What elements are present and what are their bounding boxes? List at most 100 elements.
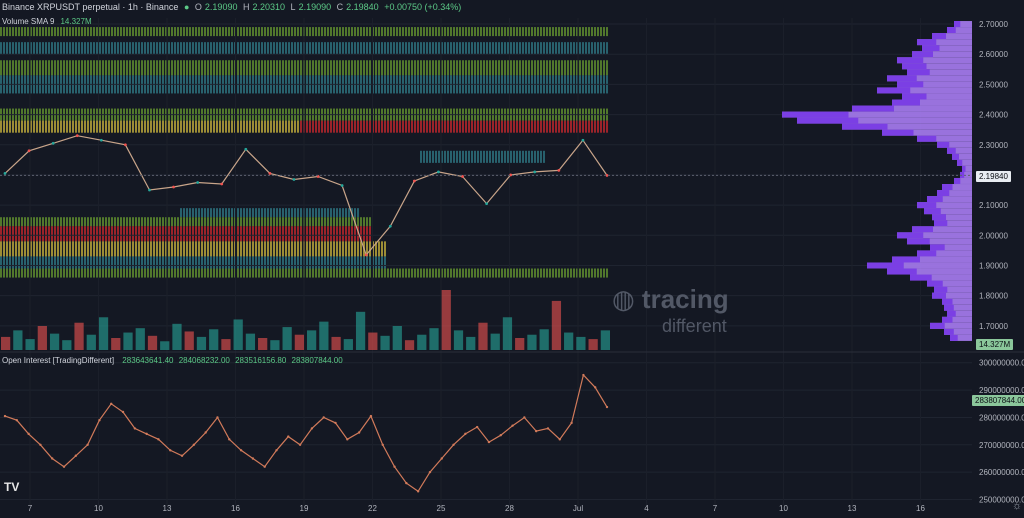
- volume-profile-bar: [897, 81, 972, 88]
- zone-teal-3-stripe: [483, 150, 485, 163]
- zone-teal-3-stripe: [510, 150, 512, 163]
- zone-teal-1-stripe: [498, 42, 500, 55]
- zone-teal-3-stripe: [468, 150, 470, 163]
- zone-green-2-stripe: [570, 60, 572, 76]
- zone-teal-1-stripe: [507, 42, 509, 55]
- zone-red-1-stripe: [492, 120, 494, 133]
- zone-teal-4-stripe: [288, 208, 290, 218]
- tradingview-logo[interactable]: TV: [4, 480, 20, 494]
- zone-teal-1-stripe: [114, 42, 116, 55]
- zone-teal-1-stripe: [126, 42, 128, 55]
- zone-yellow-1-stripe: [18, 120, 20, 133]
- price-axis[interactable]: 2.700002.600002.500002.400002.300002.200…: [979, 20, 1008, 331]
- zone-top-green-stripe: [255, 27, 257, 37]
- zone-yellow-2-stripe: [213, 241, 215, 257]
- zone-green-4-stripe: [198, 217, 200, 227]
- zone-top-green-stripe: [201, 27, 203, 37]
- zone-teal-3-stripe: [426, 150, 428, 163]
- zone-teal-5-stripe: [15, 256, 17, 269]
- zone-top-green-stripe: [294, 27, 296, 37]
- zone-yellow-1-stripe: [126, 120, 128, 133]
- zone-yellow-2-stripe: [297, 241, 299, 257]
- oi-point: [39, 443, 42, 447]
- zone-green-5-stripe: [318, 268, 320, 278]
- volume-profile-bar-dark: [917, 202, 937, 209]
- zone-green-4-stripe: [36, 217, 38, 227]
- zone-green-2-stripe: [519, 60, 521, 76]
- zone-green-2-stripe: [243, 60, 245, 76]
- volume-indicator-legend[interactable]: Volume SMA 9 14.327M: [2, 17, 92, 26]
- zone-green-2-stripe: [15, 60, 17, 76]
- zone-teal-1-stripe: [144, 42, 146, 55]
- zone-red-2-stripe: [123, 226, 125, 242]
- zone-top-green-stripe: [246, 27, 248, 37]
- zone-red-2-stripe: [252, 226, 254, 242]
- zone-green-5-stripe: [552, 268, 554, 278]
- volume-profile-bar: [912, 226, 972, 233]
- zone-red-1-stripe: [441, 120, 443, 133]
- zone-yellow-1: [0, 120, 299, 133]
- zone-green-2-stripe: [573, 60, 575, 76]
- zone-teal-1-stripe: [531, 42, 533, 55]
- zone-green-5-stripe: [204, 268, 206, 278]
- zone-yellow-1-stripe: [210, 120, 212, 133]
- symbol-label[interactable]: Binance XRPUSDT perpetual · 1h · Binance: [2, 2, 179, 12]
- zone-green-2-stripe: [279, 60, 281, 76]
- zone-green-4-stripe: [132, 217, 134, 227]
- zone-top-green-stripe: [549, 27, 551, 37]
- zone-teal-1-stripe: [18, 42, 20, 55]
- oi-axis[interactable]: 300000000.00290000000.00280000000.002700…: [979, 359, 1024, 505]
- zone-teal-5-stripe: [27, 256, 29, 269]
- zone-green-2-stripe: [237, 60, 239, 76]
- oi-point: [86, 443, 89, 447]
- zone-teal-3-stripe: [501, 150, 503, 163]
- zone-yellow-1-stripe: [276, 120, 278, 133]
- volume-bar: [1, 336, 11, 350]
- zone-top-green-stripe: [84, 27, 86, 37]
- settings-gear-icon[interactable]: ☼: [1012, 500, 1023, 512]
- oi-point: [605, 405, 609, 409]
- oi-indicator-legend[interactable]: Open Interest [TradingDifferent] 2836436…: [2, 356, 343, 365]
- close-value: 2.19840: [346, 2, 379, 12]
- volume-profile-bar: [897, 232, 972, 239]
- zone-yellow-2-stripe: [45, 241, 47, 257]
- time-axis[interactable]: 7 10 13 16 19 22 25 28 Jul 4 7 10 13 16: [28, 504, 926, 513]
- zone-teal-3-stripe: [429, 150, 431, 163]
- time-tick-label: 7: [28, 504, 33, 513]
- zone-green-4-stripe: [39, 217, 41, 227]
- volume-profile-bar-dark: [897, 57, 924, 64]
- zone-teal-1-stripe: [522, 42, 524, 55]
- zone-teal-1-stripe: [300, 42, 302, 55]
- oi-point: [239, 449, 243, 452]
- zone-green-4-stripe: [153, 217, 155, 227]
- zone-yellow-2-stripe: [162, 241, 164, 257]
- zone-teal-1-stripe: [516, 42, 518, 55]
- zone-green-5-stripe: [462, 268, 464, 278]
- volume-profile-bar-dark: [930, 244, 945, 251]
- zone-red-2-stripe: [231, 226, 233, 242]
- zone-teal-5-stripe: [57, 256, 59, 269]
- volume-bars: [1, 290, 610, 350]
- zone-green-5-stripe: [15, 268, 17, 278]
- zone-green-4-stripe: [204, 217, 206, 227]
- volume-profile-bar: [902, 63, 972, 70]
- zone-green-2-stripe: [441, 60, 443, 76]
- zone-yellow-2-stripe: [240, 241, 242, 257]
- zone-green-2-stripe: [54, 60, 56, 76]
- oi-point: [593, 386, 597, 389]
- volume-bar: [282, 327, 292, 350]
- zone-red-1-stripe: [564, 120, 566, 133]
- oi-point: [511, 424, 514, 427]
- zone-green-5-stripe: [219, 268, 221, 278]
- volume-bar: [564, 332, 574, 350]
- zone-teal-5-stripe: [237, 256, 239, 269]
- zone-top-green-stripe: [414, 27, 416, 37]
- zone-red-2-stripe: [138, 226, 140, 242]
- volume-profile-bar: [942, 184, 972, 191]
- zone-yellow-2-stripe: [39, 241, 41, 257]
- zone-red-2: [0, 226, 371, 242]
- zone-top-green-stripe: [441, 27, 443, 37]
- zone-green-2-stripe: [594, 60, 596, 76]
